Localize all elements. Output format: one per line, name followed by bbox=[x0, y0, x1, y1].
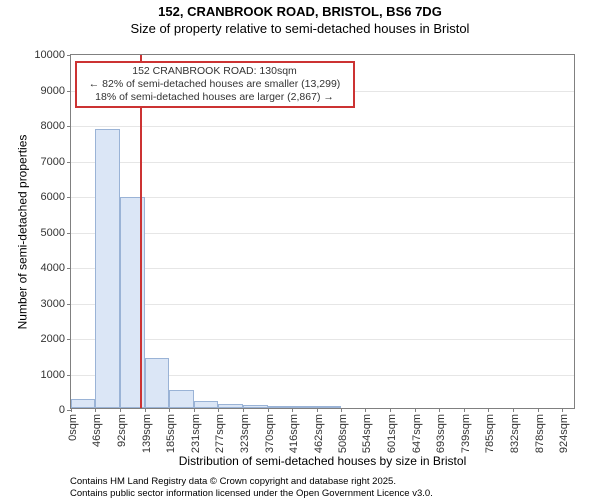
x-tick bbox=[268, 408, 269, 412]
histogram-bar bbox=[243, 405, 268, 408]
x-tick-label: 323sqm bbox=[239, 414, 251, 453]
chart-area: 0100020003000400050006000700080009000100… bbox=[70, 54, 575, 409]
y-tick-label: 8000 bbox=[41, 120, 65, 132]
y-tick bbox=[67, 162, 71, 163]
gridline bbox=[71, 162, 574, 163]
y-tick-label: 3000 bbox=[41, 298, 65, 310]
y-tick-label: 10000 bbox=[34, 49, 65, 61]
y-tick bbox=[67, 304, 71, 305]
histogram-bar bbox=[292, 406, 316, 408]
x-tick bbox=[317, 408, 318, 412]
x-axis-title: Distribution of semi-detached houses by … bbox=[70, 454, 575, 468]
y-tick-label: 7000 bbox=[41, 156, 65, 168]
x-tick-label: 878sqm bbox=[534, 414, 546, 453]
gridline bbox=[71, 339, 574, 340]
y-axis-title-text: Number of semi-detached properties bbox=[15, 134, 29, 329]
y-tick bbox=[67, 375, 71, 376]
histogram-bar bbox=[145, 358, 169, 408]
x-tick-label: 92sqm bbox=[116, 414, 128, 447]
gridline bbox=[71, 126, 574, 127]
y-tick-label: 4000 bbox=[41, 262, 65, 274]
x-tick bbox=[390, 408, 391, 412]
annotation-line-3: 18% of semi-detached houses are larger (… bbox=[81, 91, 349, 104]
y-tick-label: 6000 bbox=[41, 191, 65, 203]
annotation-box: 152 CRANBROOK ROAD: 130sqm← 82% of semi-… bbox=[75, 61, 355, 108]
gridline bbox=[71, 197, 574, 198]
y-tick bbox=[67, 233, 71, 234]
y-tick-label: 1000 bbox=[41, 369, 65, 381]
histogram-bar bbox=[317, 406, 341, 408]
x-tick-label: 832sqm bbox=[509, 414, 521, 453]
x-tick-label: 647sqm bbox=[411, 414, 423, 453]
y-tick bbox=[67, 268, 71, 269]
x-tick-label: 139sqm bbox=[141, 414, 153, 453]
x-tick-label: 462sqm bbox=[313, 414, 325, 453]
y-tick bbox=[67, 91, 71, 92]
y-axis-title: Number of semi-detached properties bbox=[14, 54, 30, 409]
x-tick-label: 0sqm bbox=[67, 414, 79, 441]
y-tick-label: 0 bbox=[59, 404, 65, 416]
x-tick bbox=[95, 408, 96, 412]
x-tick-label: 46sqm bbox=[91, 414, 103, 447]
x-tick bbox=[538, 408, 539, 412]
x-tick-label: 508sqm bbox=[337, 414, 349, 453]
x-tick-label: 924sqm bbox=[558, 414, 570, 453]
x-tick bbox=[365, 408, 366, 412]
gridline bbox=[71, 304, 574, 305]
x-tick-label: 231sqm bbox=[190, 414, 202, 453]
x-tick bbox=[415, 408, 416, 412]
x-tick bbox=[71, 408, 72, 412]
y-tick bbox=[67, 55, 71, 56]
plot-region: 0100020003000400050006000700080009000100… bbox=[70, 54, 575, 409]
histogram-bar bbox=[95, 129, 119, 408]
x-tick bbox=[169, 408, 170, 412]
x-tick-label: 416sqm bbox=[288, 414, 300, 453]
x-tick bbox=[120, 408, 121, 412]
annotation-line-2: ← 82% of semi-detached houses are smalle… bbox=[81, 78, 349, 91]
chart-title-line1: 152, CRANBROOK ROAD, BRISTOL, BS6 7DG bbox=[0, 4, 600, 19]
x-tick-label: 601sqm bbox=[386, 414, 398, 453]
x-tick bbox=[218, 408, 219, 412]
gridline bbox=[71, 233, 574, 234]
x-tick bbox=[488, 408, 489, 412]
histogram-bar bbox=[169, 390, 193, 408]
y-tick-label: 5000 bbox=[41, 227, 65, 239]
x-tick-label: 739sqm bbox=[460, 414, 472, 453]
histogram-bar bbox=[71, 399, 95, 408]
attribution-footer: Contains HM Land Registry data © Crown c… bbox=[70, 476, 433, 500]
x-tick bbox=[243, 408, 244, 412]
x-tick bbox=[341, 408, 342, 412]
histogram-bar bbox=[218, 404, 242, 408]
y-tick bbox=[67, 197, 71, 198]
x-tick bbox=[464, 408, 465, 412]
chart-title-line2: Size of property relative to semi-detach… bbox=[0, 21, 600, 36]
x-tick bbox=[292, 408, 293, 412]
x-tick-label: 693sqm bbox=[435, 414, 447, 453]
x-tick-label: 185sqm bbox=[165, 414, 177, 453]
histogram-bar bbox=[194, 401, 218, 408]
x-tick bbox=[439, 408, 440, 412]
annotation-line-1: 152 CRANBROOK ROAD: 130sqm bbox=[81, 65, 349, 78]
footer-line-1: Contains HM Land Registry data © Crown c… bbox=[70, 476, 433, 488]
x-tick-label: 370sqm bbox=[264, 414, 276, 453]
x-tick bbox=[562, 408, 563, 412]
x-tick bbox=[194, 408, 195, 412]
y-tick bbox=[67, 339, 71, 340]
x-tick-label: 554sqm bbox=[361, 414, 373, 453]
y-tick-label: 2000 bbox=[41, 333, 65, 345]
gridline bbox=[71, 268, 574, 269]
footer-line-2: Contains public sector information licen… bbox=[70, 488, 433, 500]
y-tick-label: 9000 bbox=[41, 85, 65, 97]
x-tick bbox=[513, 408, 514, 412]
histogram-bar bbox=[268, 406, 292, 408]
x-tick-label: 785sqm bbox=[484, 414, 496, 453]
x-tick bbox=[145, 408, 146, 412]
y-tick bbox=[67, 126, 71, 127]
x-tick-label: 277sqm bbox=[214, 414, 226, 453]
